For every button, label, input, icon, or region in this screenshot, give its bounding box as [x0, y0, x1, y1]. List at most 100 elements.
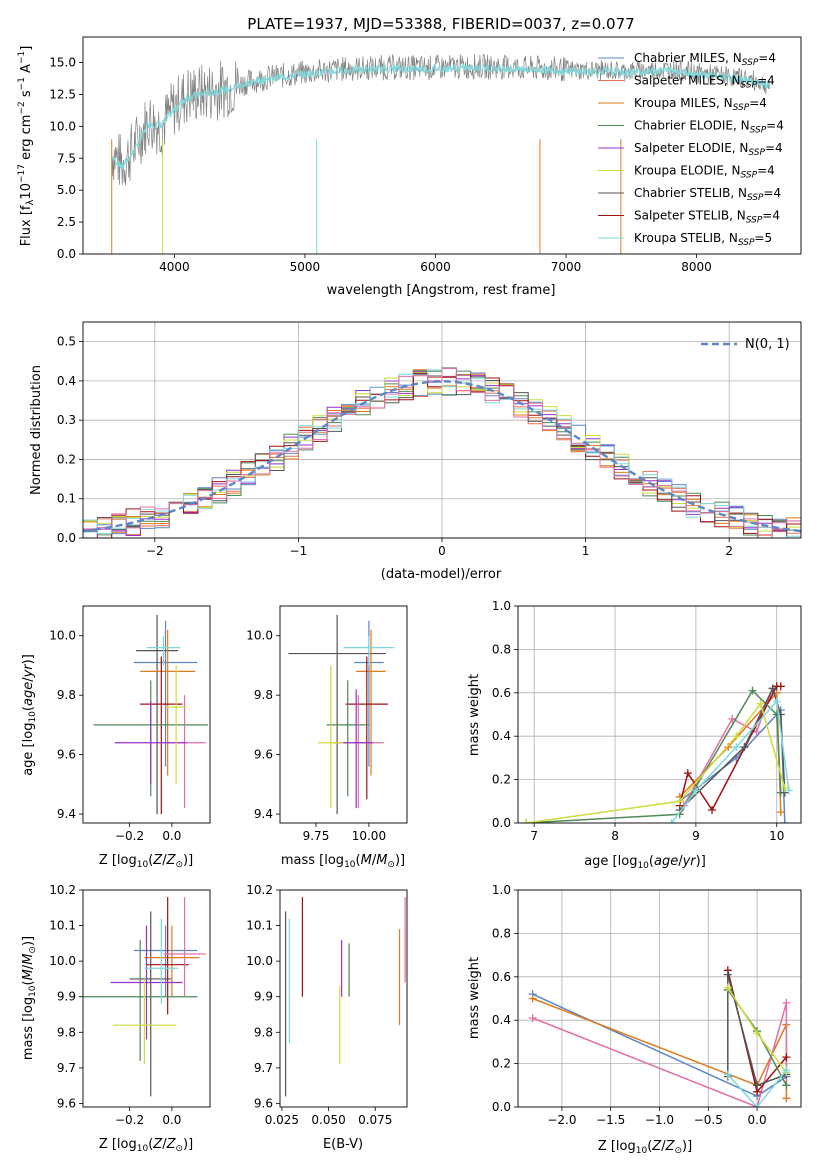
panel3-ylabel: age [log10(age/yr)]: [21, 654, 38, 776]
legend-entry: Salpeter ELODIE, NSSP=4: [634, 141, 783, 158]
x-tick-label: −0.5: [694, 1113, 723, 1127]
panel3-xlabel: Z [log10(Z/Z⊙)]: [99, 853, 193, 870]
weight-point: [691, 786, 700, 795]
weight-series-line: [727, 1069, 787, 1107]
x-tick-label: 0.050: [311, 1113, 345, 1127]
y-tick-label: 9.8: [254, 688, 273, 702]
weight-point: [780, 819, 789, 823]
y-tick-label: 7.5: [57, 151, 76, 165]
panel-2: −2 −1 0 1 2 0.0 0.1 0.2 0.3 0.4 0.5 N(0, 1): [57, 321, 802, 558]
y-tick-label: 0.2: [492, 773, 511, 787]
panel1-ylabel: Flux [fλ10−17 erg cm−2 s−1 A−1]: [17, 46, 36, 247]
weight-series-line: [525, 701, 786, 823]
y-tick-label: 9.7: [57, 1061, 76, 1075]
weight-point: [723, 970, 732, 979]
weight-point: [683, 769, 692, 778]
y-tick-label: 10.2: [49, 883, 76, 897]
panel-4: 9.75 10.00 9.4 9.6 9.8 10.0: [246, 605, 408, 843]
weight-point: [756, 699, 765, 708]
weight-point: [522, 819, 531, 823]
x-tick-label: 7000: [551, 260, 582, 274]
y-tick-label: 0.3: [57, 413, 76, 427]
x-tick-label: 7: [530, 829, 538, 843]
y-tick-label: 2.5: [57, 215, 76, 229]
y-tick-label: 10.1: [246, 919, 273, 933]
y-tick-label: 15.0: [49, 56, 76, 70]
weight-point: [768, 684, 777, 693]
panel-8: −2.0 −1.5 −1.0 −0.5 0.0 0.0 0.2 0.4 0.6 0.8 1.0: [492, 883, 802, 1127]
weight-series-line: [727, 974, 787, 1087]
plot-marks: [93, 614, 208, 815]
y-tick-label: 9.7: [254, 1061, 273, 1075]
x-tick-label: 0.0: [162, 1113, 181, 1127]
plot-area: 4000 5000 6000 7000 80000.02.55.07.510.012.5…: [49, 36, 802, 1127]
x-tick-label: 5000: [290, 260, 321, 274]
x-tick-label: 0: [438, 544, 446, 558]
weight-point: [782, 998, 791, 1007]
y-tick-label: 0.8: [492, 642, 511, 656]
x-tick-label: −1.0: [645, 1113, 674, 1127]
plot-marks: [111, 53, 771, 254]
y-tick-label: 10.2: [246, 883, 273, 897]
weight-point: [782, 1066, 791, 1075]
y-tick-label: 0.0: [492, 1100, 511, 1114]
weight-point: [753, 1029, 762, 1038]
y-tick-label: 10.0: [49, 629, 76, 643]
x-tick-label: −1.5: [596, 1113, 625, 1127]
y-tick-label: 0.6: [492, 970, 511, 984]
weight-point: [528, 994, 537, 1003]
legend-entry: Chabrier ELODIE, NSSP=4: [634, 119, 784, 136]
y-tick-label: 9.6: [254, 1096, 273, 1110]
weight-point: [748, 686, 757, 695]
x-tick-label: 8: [611, 829, 619, 843]
panel-5: 7 8 9 10 0.0 0.2 0.4 0.6 0.8 1.0: [492, 599, 802, 843]
axes-frame: [279, 889, 408, 1108]
legend-entry: Salpeter MILES, NSSP=4: [634, 74, 775, 91]
y-tick-label: 10.0: [246, 954, 273, 968]
weight-series-line: [679, 708, 786, 823]
y-tick-label: 12.5: [49, 87, 76, 101]
panel7-xlabel: E(B-V): [323, 1137, 363, 1152]
y-tick-label: 1.0: [492, 599, 511, 613]
plot-marks: [285, 897, 406, 1097]
legend-entry: Kroupa MILES, NSSP=4: [634, 96, 767, 113]
weight-point: [776, 682, 785, 691]
weight-point: [753, 1103, 762, 1107]
axes-frame: [82, 36, 802, 255]
x-tick-label: −1: [290, 544, 308, 558]
x-tick-label: 8000: [681, 260, 712, 274]
y-tick-label: 9.9: [57, 990, 76, 1004]
y-tick-label: 9.8: [57, 688, 76, 702]
y-tick-label: 0.1: [57, 492, 76, 506]
y-tick-label: 0.2: [57, 452, 76, 466]
y-tick-label: 0.0: [57, 247, 76, 261]
x-tick-label: 9: [692, 829, 700, 843]
y-tick-label: 9.4: [57, 807, 76, 821]
x-tick-label: 0.025: [265, 1113, 299, 1127]
plot-marks: [288, 614, 395, 815]
legend-entry: Kroupa ELODIE, NSSP=4: [634, 164, 775, 181]
weight-point: [752, 727, 761, 736]
y-tick-label: 9.4: [254, 807, 273, 821]
weight-point: [782, 1081, 791, 1090]
plot-marks: [83, 897, 206, 1097]
x-tick-label: 10.00: [352, 829, 386, 843]
histogram-series: [83, 371, 801, 538]
y-tick-label: 0.0: [57, 531, 76, 545]
x-tick-label: 9.75: [303, 829, 330, 843]
weight-point: [740, 743, 749, 752]
y-tick-label: 0.5: [57, 335, 76, 349]
y-tick-label: 0.4: [492, 729, 511, 743]
panel6-xlabel: Z [log10(Z/Z⊙)]: [99, 1137, 193, 1154]
weight-point: [776, 808, 785, 817]
panel-6: −0.2 0.0 9.6 9.7 9.8 9.9 10.0 10.1 10.2: [49, 883, 211, 1127]
x-tick-label: −0.2: [115, 1113, 144, 1127]
y-tick-label: 0.0: [492, 816, 511, 830]
y-tick-label: 0.4: [57, 374, 76, 388]
weight-point: [732, 743, 741, 752]
model-spectrum: [111, 62, 771, 171]
legend-entry: Salpeter STELIB, NSSP=4: [634, 209, 780, 226]
legend-entry: N(0, 1): [745, 337, 790, 352]
gaussian-curve: [83, 380, 801, 533]
x-tick-label: 6000: [420, 260, 451, 274]
